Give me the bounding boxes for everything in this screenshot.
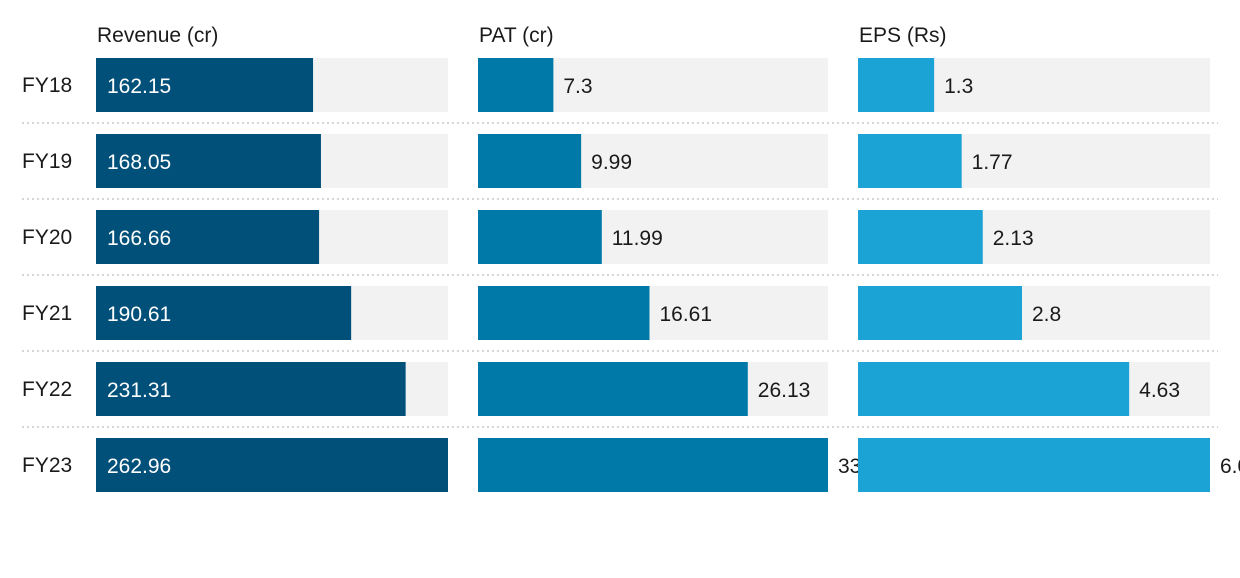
eps-panel-title: EPS (Rs)	[859, 24, 947, 47]
category-label-fy19: FY19	[22, 150, 72, 173]
revenue-value-label-fy22: 231.31	[107, 379, 171, 402]
pat-bar-fy21	[478, 286, 650, 340]
category-label-fy21: FY21	[22, 302, 72, 325]
pat-bar-fy20	[478, 210, 602, 264]
eps-bar-fy20	[858, 210, 983, 264]
pat-value-label-fy20: 11.99	[612, 227, 663, 250]
pat-value-label-fy21: 16.61	[659, 303, 712, 326]
eps-value-label-fy19: 1.77	[972, 151, 1013, 174]
eps-value-label-fy20: 2.13	[993, 227, 1034, 250]
category-label-fy22: FY22	[22, 378, 72, 401]
eps-bar-fy22	[858, 362, 1130, 416]
eps-bar-fy21	[858, 286, 1022, 340]
eps-bar-fy19	[858, 134, 962, 188]
category-label-fy18: FY18	[22, 74, 72, 97]
revenue-value-label-fy21: 190.61	[107, 303, 171, 326]
revenue-bar-fy18	[96, 58, 314, 112]
eps-value-label-fy18: 1.3	[944, 75, 973, 98]
pat-value-label-fy18: 7.3	[563, 75, 592, 98]
revenue-bar-fy20	[96, 210, 320, 264]
revenue-bar-fy19	[96, 134, 321, 188]
pat-bar-fy23	[478, 438, 828, 492]
eps-value-label-fy22: 4.63	[1139, 379, 1180, 402]
pat-bar-fy18	[478, 58, 554, 112]
revenue-value-label-fy20: 166.66	[107, 227, 171, 250]
pat-value-label-fy19: 9.99	[591, 151, 632, 174]
category-label-fy20: FY20	[22, 226, 72, 249]
eps-value-label-fy23: 6.01	[1220, 455, 1240, 478]
revenue-panel-title: Revenue (cr)	[97, 24, 218, 47]
pat-bar-fy19	[478, 134, 582, 188]
pat-panel-title: PAT (cr)	[479, 24, 554, 47]
revenue-bar-fy21	[96, 286, 352, 340]
eps-bar-fy18	[858, 58, 935, 112]
revenue-bar-fy22	[96, 362, 406, 416]
revenue-value-label-fy19: 168.05	[107, 151, 171, 174]
revenue-value-label-fy23: 262.96	[107, 455, 171, 478]
eps-value-label-fy21: 2.8	[1032, 303, 1061, 326]
pat-bar-fy22	[478, 362, 748, 416]
pat-value-label-fy22: 26.13	[758, 379, 811, 402]
revenue-value-label-fy18: 162.15	[107, 75, 171, 98]
eps-bar-fy23	[858, 438, 1210, 492]
category-label-fy23: FY23	[22, 454, 72, 477]
revenue-bar-fy23	[96, 438, 448, 492]
